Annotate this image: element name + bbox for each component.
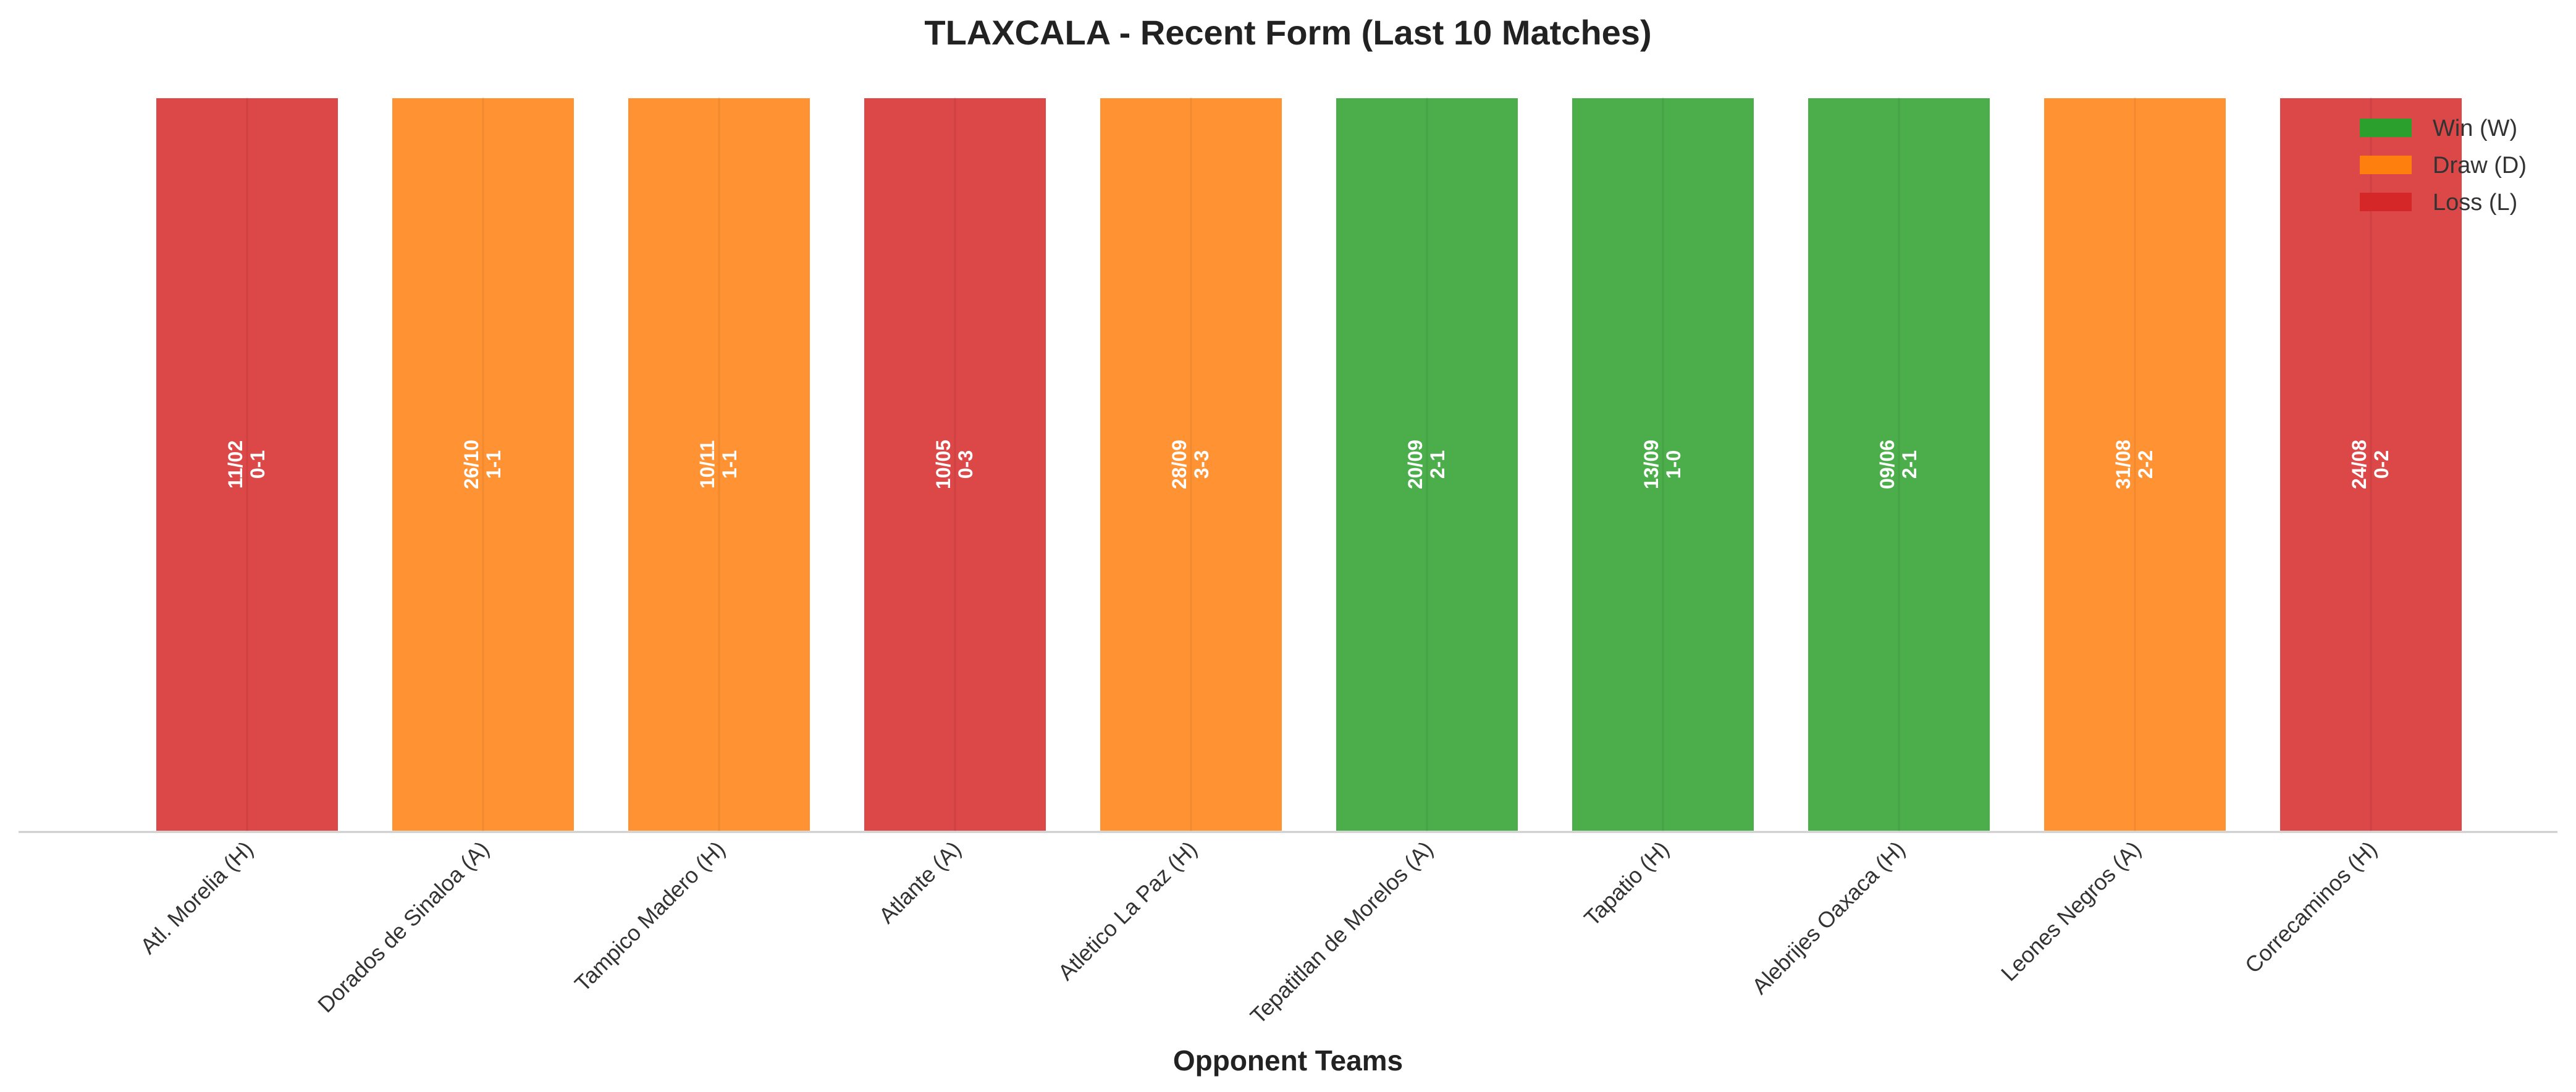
- x-tick-label: Atl. Morelia (H): [135, 836, 258, 959]
- bar-score: 2-1: [1898, 450, 1921, 479]
- bar-date: 24/08: [2348, 440, 2370, 489]
- bar-date: 11/02: [224, 440, 246, 489]
- bar-label: 10/050-3: [932, 440, 977, 489]
- legend-swatch-l: [2360, 193, 2412, 211]
- bar-score: 2-2: [2134, 450, 2157, 479]
- x-tick-label: Atlante (A): [873, 836, 966, 928]
- legend-label-l: Loss (L): [2433, 190, 2517, 216]
- x-tick-label: Alebrijes Oaxaca (H): [1747, 836, 1910, 999]
- bar-1: [154, 96, 340, 833]
- bar-date: 09/06: [1876, 440, 1898, 489]
- bar-score: 0-3: [954, 450, 977, 479]
- x-tick-label: Leones Negros (A): [1996, 836, 2146, 986]
- bar-label: 13/091-0: [1640, 440, 1685, 489]
- x-tick-label: Tapatio (H): [1579, 836, 1673, 931]
- bar-date: 31/08: [2112, 440, 2134, 489]
- bar-label: 09/062-1: [1876, 440, 1921, 489]
- bar-date: 10/05: [932, 440, 954, 489]
- bar-score: 0-1: [246, 450, 269, 479]
- bar-date: 28/09: [1168, 440, 1190, 489]
- x-tick-label: Correcaminos (H): [2240, 836, 2382, 978]
- bars-layer: 11/020-1 26/101-1 10/111-1 10/050-3 28/093-3…: [154, 96, 2464, 833]
- x-tick-labels: Atl. Morelia (H) Dorados de Sinaloa (A) Ta…: [135, 836, 2382, 1029]
- bar-date: 10/11: [696, 440, 718, 489]
- legend-swatch-w: [2360, 119, 2412, 137]
- bar-6: [1334, 96, 1520, 833]
- legend-label-w: Win (W): [2433, 116, 2517, 141]
- bar-3: [626, 96, 812, 833]
- x-tick-label: Tampico Madero (H): [570, 836, 730, 997]
- bar-score: 1-1: [482, 450, 505, 479]
- bar-label: 24/080-2: [2348, 440, 2393, 489]
- bar-date: 20/09: [1404, 440, 1426, 489]
- bar-7: [1570, 96, 1756, 833]
- bar-label: 28/093-3: [1168, 440, 1213, 489]
- bar-4: [862, 96, 1048, 833]
- x-axis-label: Opponent Teams: [1173, 1044, 1403, 1077]
- bar-label: 26/101-1: [460, 440, 505, 489]
- bar-date: 26/10: [460, 440, 482, 489]
- bar-score: 2-1: [1426, 450, 1449, 479]
- legend-label-d: Draw (D): [2433, 153, 2527, 178]
- x-tick-label: Tepatitlan de Morelos (A): [1245, 836, 1438, 1029]
- bar-2: [390, 96, 576, 833]
- chart-title: TLAXCALA - Recent Form (Last 10 Matches): [924, 13, 1651, 52]
- bar-5: [1098, 96, 1284, 833]
- bar-date: 13/09: [1640, 440, 1662, 489]
- bar-label: 20/092-1: [1404, 440, 1449, 489]
- x-tick-label: Dorados de Sinaloa (A): [313, 836, 494, 1018]
- bar-score: 0-2: [2370, 450, 2393, 479]
- bar-label: 11/020-1: [224, 440, 269, 489]
- bar-label: 31/082-2: [2112, 440, 2157, 489]
- bar-score: 1-1: [718, 450, 741, 479]
- bar-label: 10/111-1: [696, 440, 741, 489]
- legend: Win (W) Draw (D) Loss (L): [2360, 116, 2527, 216]
- bar-score: 1-0: [1662, 450, 1685, 479]
- bar-score: 3-3: [1190, 450, 1213, 479]
- bar-10: [2278, 96, 2464, 833]
- x-tick-label: Atletico La Paz (H): [1053, 836, 1202, 985]
- legend-swatch-d: [2360, 156, 2412, 174]
